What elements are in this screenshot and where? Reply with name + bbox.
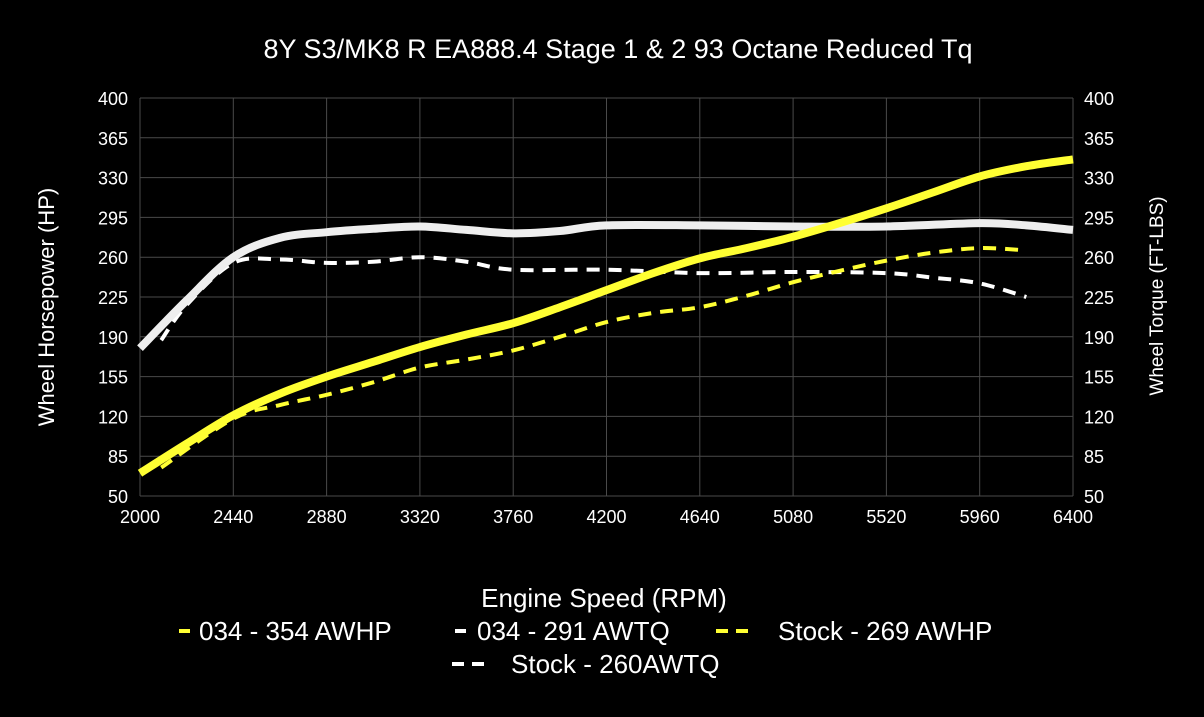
- y-tick-label: 50: [108, 487, 128, 507]
- y-tick-label: 120: [98, 407, 128, 427]
- x-tick-label: 2000: [120, 507, 160, 527]
- series-line-034-354-awhp: [137, 155, 1074, 477]
- legend-label-034-hp: 034 - 354 AWHP: [199, 616, 392, 646]
- x-tick-label: 4640: [680, 507, 720, 527]
- y2-tick-label: 120: [1084, 407, 1114, 427]
- y2-tick-label: 225: [1084, 288, 1114, 308]
- legend-label-stock-tq: Stock - 260AWTQ: [511, 649, 720, 679]
- x-tick-label: 4200: [586, 507, 626, 527]
- y2-tick-label: 50: [1084, 487, 1104, 507]
- gridlines: [139, 97, 1074, 497]
- y-tick-label: 400: [98, 89, 128, 109]
- legend-label-034-tq: 034 - 291 AWTQ: [477, 616, 670, 646]
- series-line-stock-269-awhp: [160, 246, 1027, 470]
- y2-tick-label: 260: [1084, 248, 1114, 268]
- y-tick-label: 260: [98, 248, 128, 268]
- x-tick-label: 5080: [773, 507, 813, 527]
- series-line-034-291-awtq: [137, 219, 1074, 351]
- y-tick-label: 85: [108, 447, 128, 467]
- y-tick-label: 190: [98, 328, 128, 348]
- x-tick-label: 5960: [960, 507, 1000, 527]
- legend-label-stock-hp: Stock - 269 AWHP: [778, 616, 992, 646]
- x-tick-label: 2880: [307, 507, 347, 527]
- x-tick-label: 6400: [1053, 507, 1093, 527]
- y-tick-label: 295: [98, 208, 128, 228]
- x-axis-label: Engine Speed (RPM): [481, 583, 727, 613]
- y2-tick-label: 295: [1084, 208, 1114, 228]
- y2-tick-label: 330: [1084, 169, 1114, 189]
- x-tick-label: 5520: [866, 507, 906, 527]
- y2-axis-label: Wheel Torque (FT-LBS): [1147, 196, 1168, 395]
- y-tick-label: 330: [98, 169, 128, 189]
- x-tick-label: 3320: [400, 507, 440, 527]
- x-tick-label: 3760: [493, 507, 533, 527]
- y2-tick-label: 85: [1084, 447, 1104, 467]
- series-line-stock-260awtq: [159, 255, 1027, 342]
- y-tick-label: 365: [98, 129, 128, 149]
- x-tick-label: 2440: [213, 507, 253, 527]
- y2-tick-label: 400: [1084, 89, 1114, 109]
- legend: 034 - 354 AWHP 034 - 291 AWTQ Stock - 26…: [179, 616, 992, 679]
- y-tick-label: 225: [98, 288, 128, 308]
- y2-tick-label: 190: [1084, 328, 1114, 348]
- y2-tick-label: 155: [1084, 368, 1114, 388]
- y2-tick-label: 365: [1084, 129, 1114, 149]
- y-axis-label: Wheel Horsepower (HP): [34, 188, 59, 426]
- series-lines: [137, 155, 1074, 477]
- chart-title: 8Y S3/MK8 R EA888.4 Stage 1 & 2 93 Octan…: [264, 34, 973, 64]
- tick-labels: 2000 2440 2880 3320 3760 4200 4640 5080 5520 5960…: [98, 89, 1114, 527]
- y-tick-label: 155: [98, 368, 128, 388]
